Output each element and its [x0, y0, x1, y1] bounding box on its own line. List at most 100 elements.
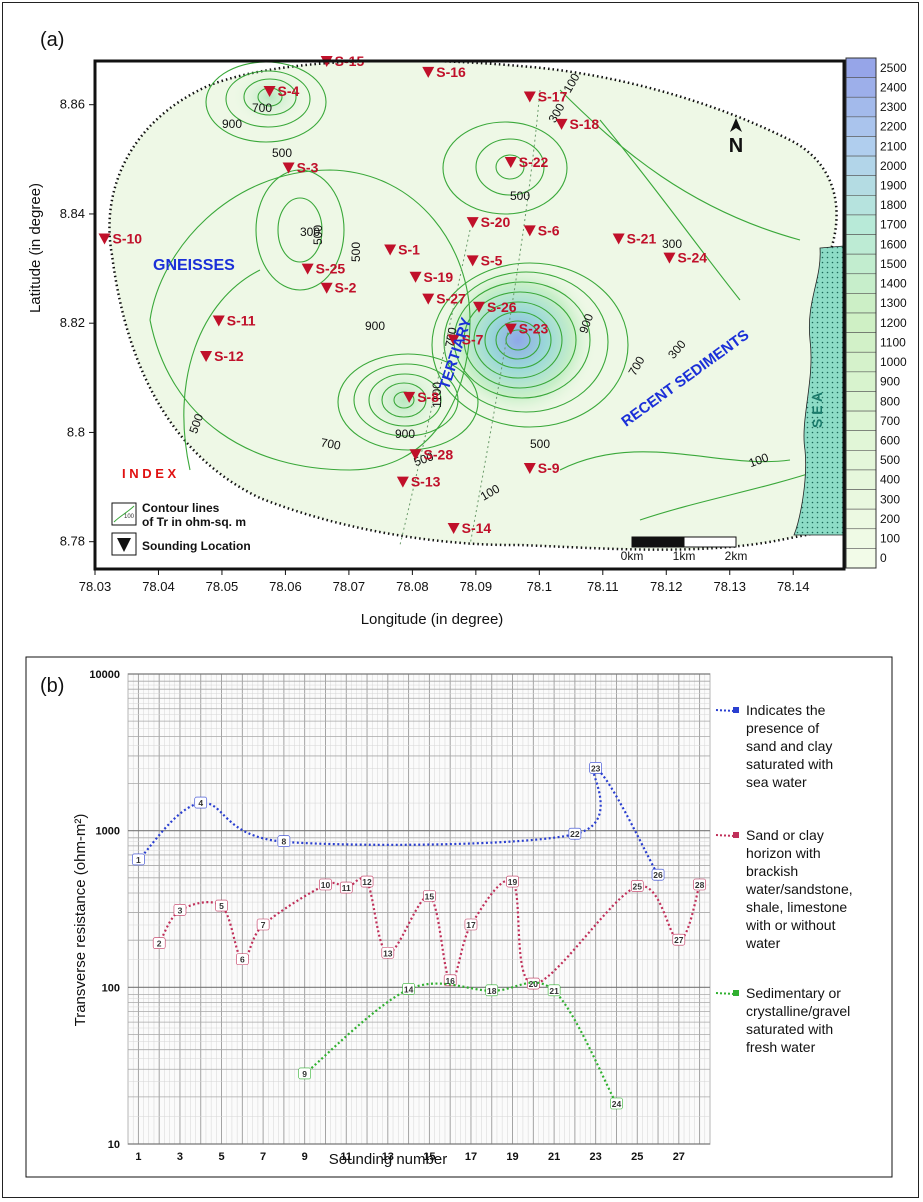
- data-point-label: 4: [198, 798, 203, 808]
- data-point: [277, 835, 291, 848]
- station-s-9: S-9: [523, 460, 560, 476]
- contour-label: 900: [576, 312, 596, 336]
- index-contour-label-line1: Contour lines: [142, 501, 220, 515]
- station-s-24: S-24: [663, 250, 707, 266]
- data-point: [693, 878, 706, 891]
- contour-label: 700: [252, 101, 272, 115]
- station-s-16: S-16: [422, 64, 466, 80]
- colorbar-tick-label: 800: [880, 394, 900, 408]
- station-marker-icon: [422, 293, 435, 305]
- contour-label: 500: [349, 242, 363, 262]
- station-label: S-18: [570, 116, 600, 132]
- y-tick-label: 1000: [96, 826, 120, 838]
- map-x-tick-label: 78.08: [396, 579, 429, 594]
- station-marker-icon: [396, 476, 409, 488]
- legend-marker: [733, 832, 739, 838]
- station-marker-icon: [466, 217, 479, 229]
- y-tick-label: 10000: [89, 669, 120, 681]
- index-sounding-label: Sounding Location: [142, 539, 251, 553]
- station-label: S-2: [335, 280, 357, 296]
- data-point: [319, 878, 332, 891]
- data-point-label: 19: [508, 877, 518, 887]
- data-point: [506, 875, 519, 888]
- x-tick-label: 1: [135, 1151, 141, 1163]
- data-point-label: 11: [342, 883, 351, 893]
- x-tick-label: 3: [177, 1151, 183, 1163]
- station-marker-icon: [447, 523, 460, 535]
- map-x-tick-label: 78.12: [650, 579, 683, 594]
- station-label: S-24: [677, 250, 707, 266]
- station-label: S-28: [424, 446, 454, 462]
- moderate-resistance-zone-north: [230, 67, 310, 127]
- colorbar-band: [845, 391, 877, 412]
- station-s-2: S-2: [320, 280, 357, 296]
- station-marker-icon: [504, 157, 517, 169]
- data-point: [381, 946, 395, 959]
- station-s-27: S-27: [422, 291, 466, 307]
- contour-label: 100: [747, 450, 771, 470]
- legend-label: Sedimentary or: [746, 985, 841, 1001]
- map-border: [93, 59, 846, 571]
- colorbar-band: [845, 469, 877, 490]
- colorbar-tick-label: 1700: [880, 218, 907, 232]
- station-label: S-21: [627, 231, 657, 247]
- colorbar-tick-label: 2200: [880, 120, 907, 134]
- sea-area: [793, 245, 844, 536]
- data-point: [485, 984, 499, 997]
- station-s-7: S-7: [447, 332, 484, 348]
- colorbar-tick-label: 600: [880, 434, 900, 448]
- series-2: 2 3 5 6 7 10 11 12 13 15 16 17 19 20 25 27 28: [152, 875, 706, 990]
- map-x-tick-label: 78.04: [142, 579, 175, 594]
- data-point: [568, 827, 582, 840]
- series-3: 9 14 18 21 24: [298, 981, 623, 1110]
- station-marker-icon: [301, 263, 314, 275]
- colorbar-tick-label: 400: [880, 473, 900, 487]
- colorbar-border: [845, 57, 877, 569]
- data-point: [402, 983, 415, 995]
- colorbar-band: [845, 96, 877, 118]
- colorbar-band: [845, 312, 877, 333]
- series-1: 1 4 8 22 23 26: [132, 762, 665, 881]
- x-tick-label: 21: [548, 1151, 560, 1163]
- colorbar: 2500240023002200210020001900180017001600…: [845, 57, 907, 569]
- colorbar-tick-label: 900: [880, 375, 900, 389]
- station-s-14: S-14: [447, 520, 491, 536]
- data-point-label: 3: [178, 905, 183, 915]
- data-point-label: 27: [674, 935, 684, 945]
- station-label: S-20: [481, 214, 511, 230]
- legend-label: fresh water: [746, 1039, 816, 1055]
- station-label: S-3: [297, 160, 319, 176]
- data-point-label: 8: [282, 837, 287, 847]
- colorbar-tick-label: 500: [880, 453, 900, 467]
- station-s-22: S-22: [504, 154, 549, 170]
- colorbar-band: [845, 253, 877, 275]
- colorbar-band: [845, 508, 877, 530]
- station-marker-icon: [409, 449, 422, 461]
- map-x-tick-label: 78.07: [333, 579, 366, 594]
- scale-label-0: 0km: [621, 549, 644, 563]
- data-point: [215, 899, 228, 912]
- data-point-label: 21: [549, 986, 559, 996]
- data-point: [339, 881, 353, 894]
- data-point: [672, 933, 686, 946]
- station-s-21: S-21: [612, 231, 657, 247]
- legend-label: crystalline/gravel: [746, 1003, 850, 1019]
- x-tick-label: 17: [465, 1151, 477, 1163]
- contour-label: 500: [530, 437, 550, 451]
- line-x-axis-title: Sounding number: [329, 1151, 447, 1168]
- contour-label: 1100: [430, 382, 444, 408]
- legend-label: Sand or clay: [746, 827, 824, 843]
- y-tick-label: 10: [108, 1139, 120, 1151]
- station-s-20: S-20: [466, 214, 511, 230]
- map-x-axis-title: Longitude (in degree): [361, 611, 504, 628]
- data-point: [423, 890, 436, 902]
- data-point: [464, 918, 478, 931]
- data-point-label: 28: [695, 880, 705, 890]
- map-x-tick-label: 78.13: [713, 579, 746, 594]
- legend-label: with or without: [745, 917, 836, 933]
- data-point-label: 9: [302, 1069, 307, 1079]
- data-point-label: 22: [570, 829, 580, 839]
- colorbar-tick-label: 1900: [880, 179, 907, 193]
